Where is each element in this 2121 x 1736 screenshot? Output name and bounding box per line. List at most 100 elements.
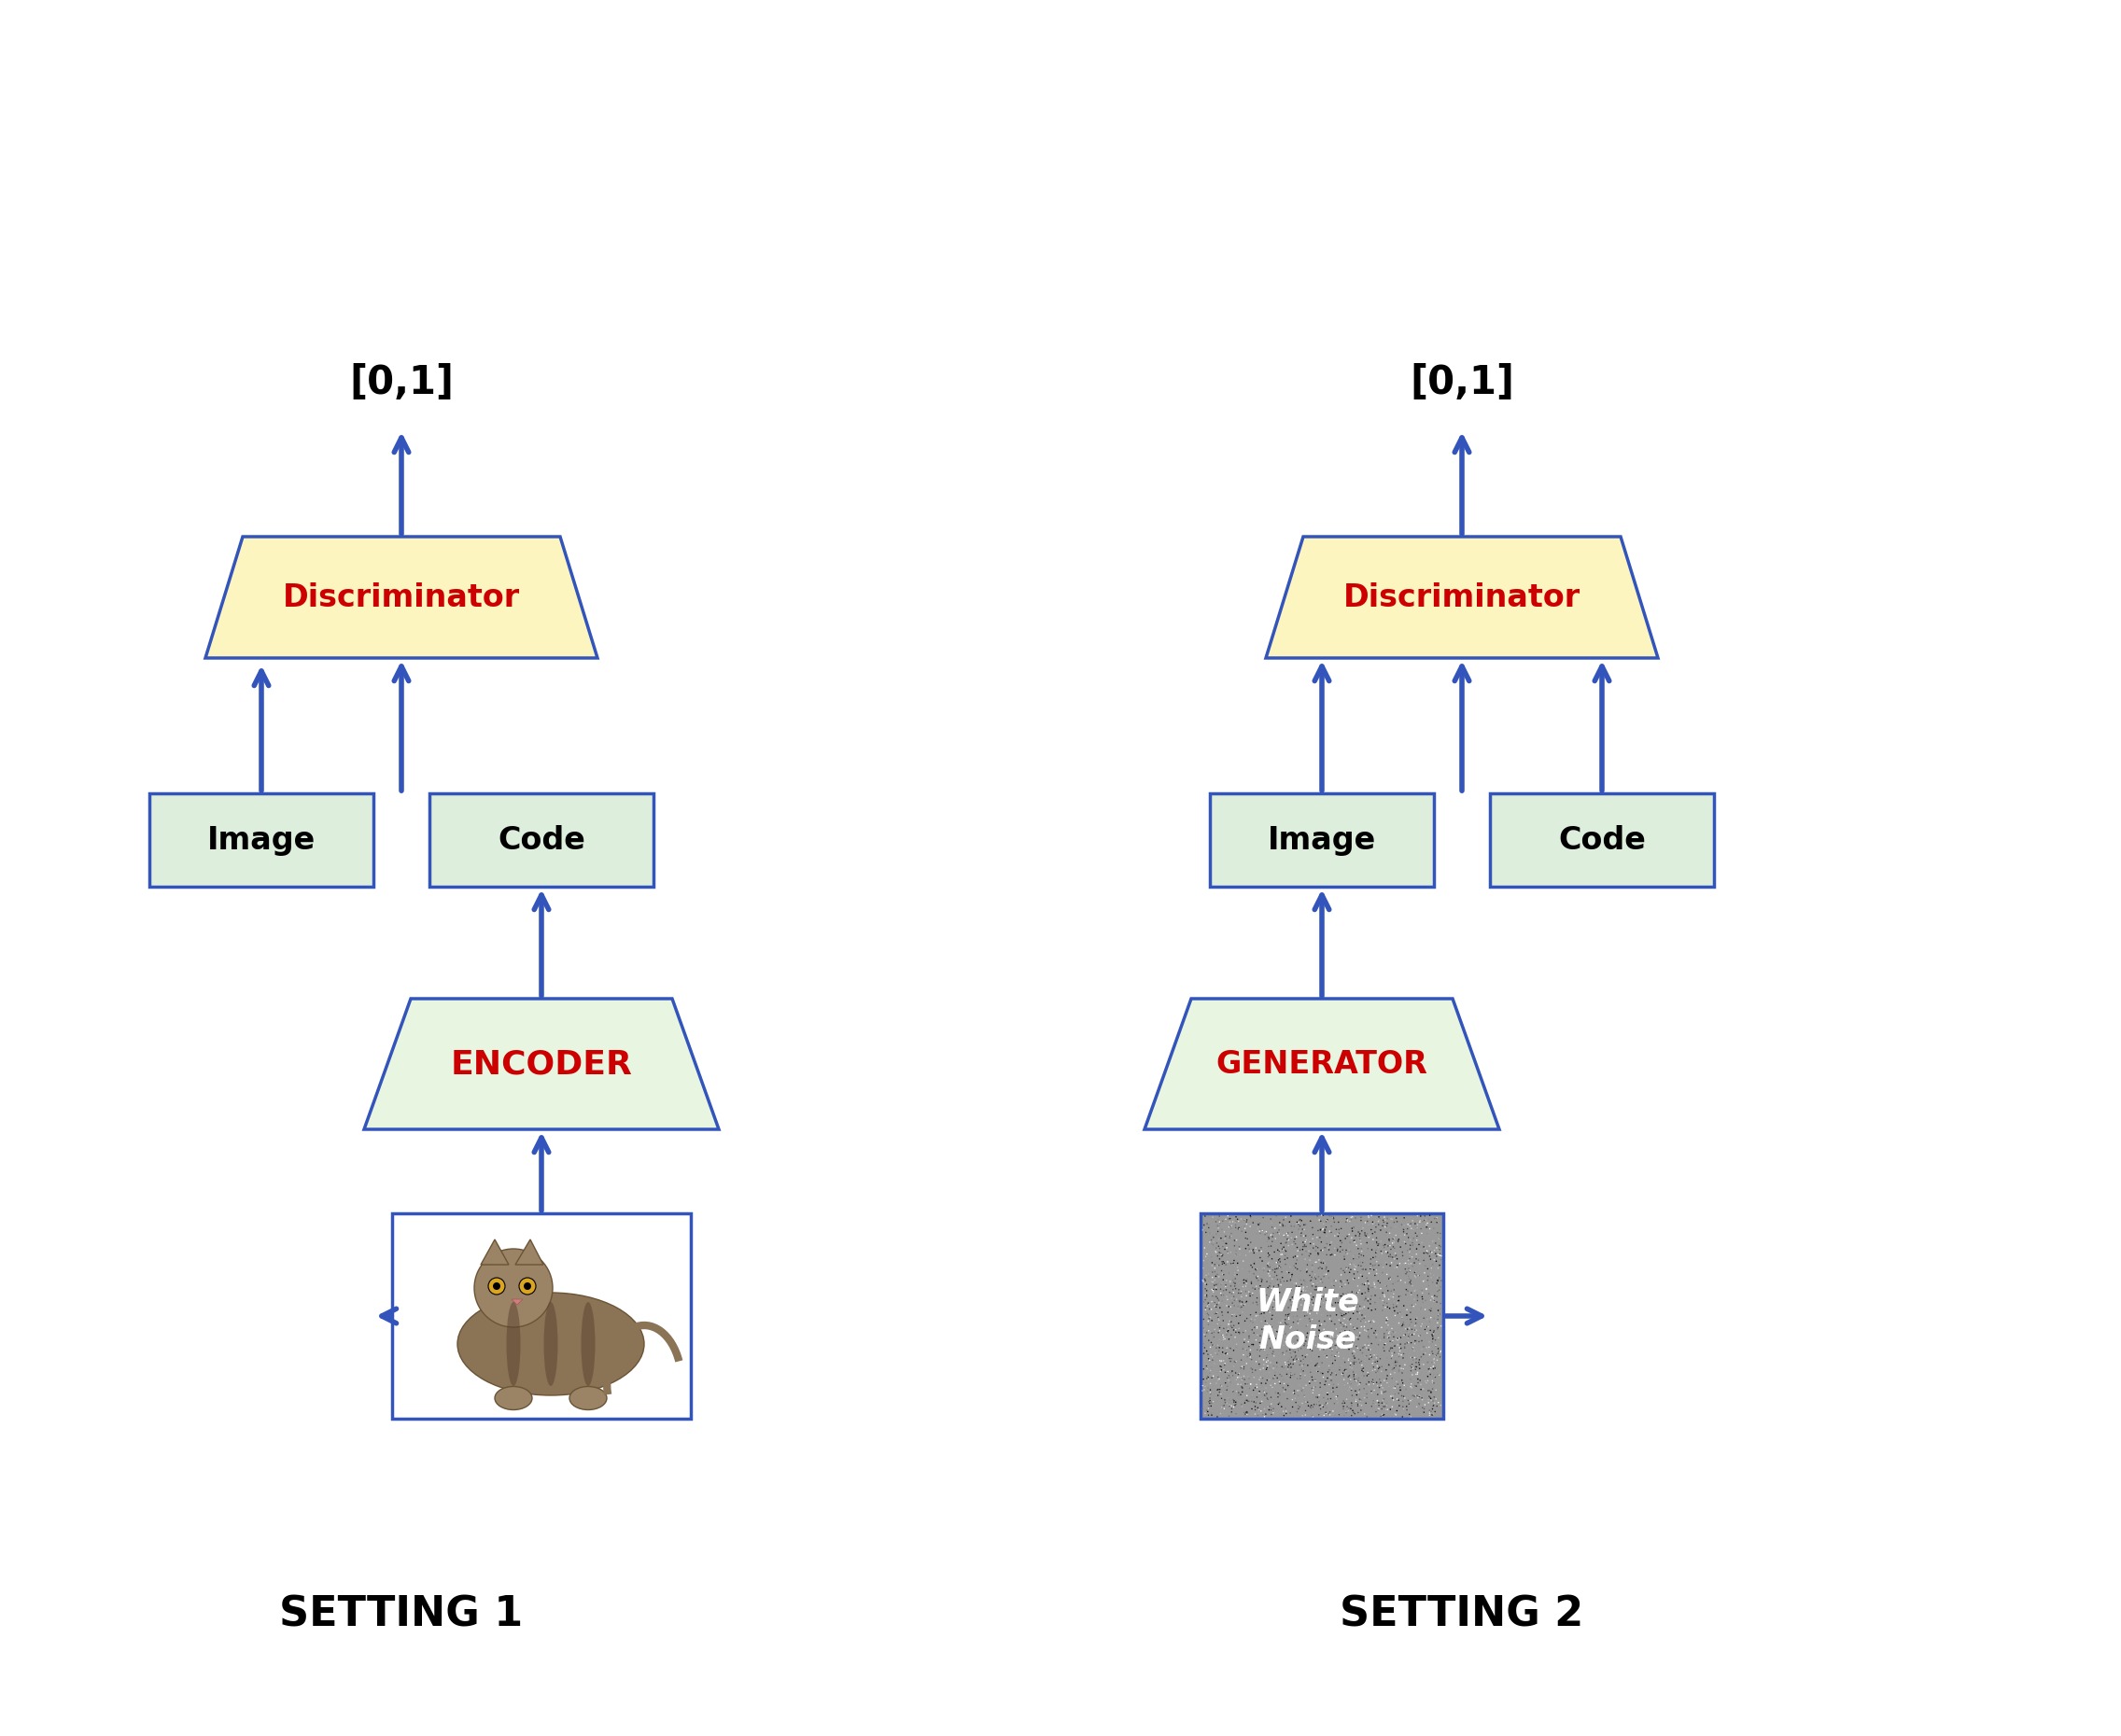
Text: ENCODER: ENCODER	[450, 1049, 632, 1080]
Point	[1330, 1300, 1364, 1328]
Point	[1324, 1271, 1357, 1299]
Point	[1415, 1250, 1449, 1278]
Point	[1275, 1267, 1309, 1295]
Point	[1258, 1361, 1292, 1389]
Point	[1203, 1364, 1237, 1392]
Point	[1215, 1345, 1249, 1373]
Point	[1343, 1387, 1377, 1415]
Point	[1203, 1245, 1237, 1272]
Point	[1294, 1347, 1328, 1375]
Point	[1349, 1255, 1383, 1283]
Point	[1415, 1378, 1449, 1406]
Point	[1215, 1394, 1249, 1422]
Point	[1410, 1319, 1444, 1347]
Point	[1307, 1332, 1340, 1359]
Point	[1281, 1333, 1315, 1361]
Point	[1302, 1330, 1336, 1358]
Point	[1290, 1257, 1324, 1285]
Point	[1372, 1243, 1406, 1271]
Point	[1345, 1295, 1379, 1323]
Point	[1387, 1382, 1421, 1410]
Point	[1370, 1304, 1404, 1332]
Point	[1285, 1271, 1319, 1299]
Point	[1294, 1246, 1328, 1274]
Point	[1245, 1370, 1279, 1397]
Point	[1294, 1394, 1328, 1422]
Point	[1393, 1364, 1427, 1392]
Point	[1374, 1328, 1408, 1356]
Point	[1279, 1253, 1313, 1281]
Point	[1313, 1217, 1347, 1245]
Point	[1408, 1210, 1442, 1238]
Point	[1222, 1215, 1256, 1243]
Point	[1207, 1248, 1241, 1276]
Point	[1258, 1283, 1292, 1311]
Point	[1368, 1366, 1402, 1394]
Point	[1364, 1227, 1398, 1255]
Point	[1362, 1396, 1396, 1424]
Point	[1232, 1387, 1266, 1415]
Point	[1351, 1323, 1385, 1351]
Point	[1345, 1338, 1379, 1366]
Point	[1222, 1276, 1256, 1304]
Point	[1355, 1349, 1389, 1377]
Point	[1232, 1278, 1266, 1305]
Point	[1215, 1314, 1249, 1342]
Point	[1372, 1328, 1406, 1356]
Point	[1256, 1266, 1290, 1293]
Point	[1332, 1397, 1366, 1425]
Point	[1400, 1213, 1434, 1241]
Point	[1362, 1231, 1396, 1259]
Point	[1347, 1333, 1381, 1361]
Point	[1326, 1396, 1360, 1424]
Point	[1194, 1401, 1228, 1429]
Point	[1230, 1266, 1264, 1293]
Point	[1203, 1352, 1237, 1380]
Point	[1266, 1378, 1300, 1406]
Point	[1360, 1274, 1393, 1302]
Point	[1334, 1389, 1368, 1417]
Point	[1372, 1252, 1406, 1279]
Point	[1379, 1380, 1413, 1408]
Point	[1192, 1260, 1226, 1288]
Point	[1281, 1307, 1315, 1335]
Point	[1330, 1399, 1364, 1427]
Point	[1283, 1286, 1317, 1314]
Point	[1311, 1257, 1345, 1285]
Point	[1357, 1342, 1391, 1370]
Point	[1260, 1262, 1294, 1290]
Point	[1415, 1349, 1449, 1377]
Point	[1408, 1316, 1442, 1344]
Point	[1277, 1377, 1311, 1404]
Point	[1393, 1257, 1427, 1285]
Point	[1340, 1305, 1374, 1333]
Point	[1290, 1389, 1324, 1417]
Point	[1423, 1264, 1457, 1292]
Point	[1374, 1335, 1408, 1363]
Point	[1194, 1387, 1228, 1415]
Point	[1374, 1283, 1408, 1311]
Point	[1220, 1299, 1254, 1326]
Point	[1319, 1328, 1353, 1356]
Point	[1264, 1253, 1298, 1281]
Point	[1234, 1356, 1268, 1384]
Point	[1357, 1288, 1391, 1316]
Point	[1391, 1224, 1425, 1252]
Point	[1419, 1234, 1453, 1262]
Point	[1377, 1293, 1410, 1321]
Point	[1374, 1243, 1408, 1271]
Point	[1281, 1330, 1315, 1358]
Point	[1315, 1212, 1349, 1240]
Point	[1230, 1210, 1264, 1238]
Point	[1294, 1358, 1328, 1385]
Point	[1213, 1222, 1247, 1250]
Point	[1273, 1299, 1307, 1326]
Point	[1302, 1241, 1336, 1269]
Point	[1334, 1370, 1368, 1397]
Point	[1362, 1387, 1396, 1415]
Point	[1410, 1213, 1444, 1241]
Point	[1300, 1227, 1334, 1255]
Point	[1396, 1307, 1430, 1335]
Point	[1381, 1371, 1415, 1399]
Point	[1408, 1304, 1442, 1332]
